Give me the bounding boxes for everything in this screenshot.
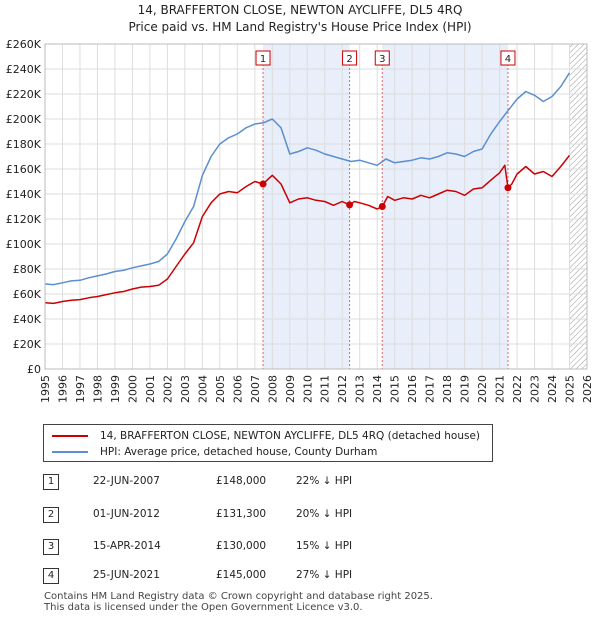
x-tick-label: 2014 [371,375,384,403]
sale-interval-shade [382,44,508,369]
sale-price: £145,000 [216,569,267,581]
x-tick-label: 2026 [581,375,594,403]
sale-row: 1 22-JUN-2007 £148,000 22% ↓ HPI [0,472,600,492]
y-tick-label: £40K [13,313,42,326]
plot-border [44,43,588,370]
footer-licence: This data is licensed under the Open Gov… [44,602,363,613]
x-tick-label: 2019 [459,375,472,403]
x-tick-label: 2004 [196,375,209,403]
future-hatch [569,44,587,369]
x-tick-label: 2002 [161,375,174,403]
sale-date: 22-JUN-2007 [93,475,160,487]
sale-label: 2 [346,54,352,65]
x-tick-label: 2008 [266,375,279,403]
sale-number-badge: 4 [43,568,59,584]
x-tick-label: 2025 [564,375,577,403]
y-tick-label: £240K [6,63,42,76]
x-tick-label: 2012 [336,375,349,403]
legend-swatch-hpi [52,451,88,453]
sale-number-badge: 1 [43,474,59,490]
sale-date: 15-APR-2014 [93,540,161,552]
x-tick-label: 2000 [126,375,139,403]
legend-item-hpi: HPI: Average price, detached house, Coun… [52,444,377,460]
sale-row: 3 15-APR-2014 £130,000 15% ↓ HPI [0,537,600,557]
sale-row: 2 01-JUN-2012 £131,300 20% ↓ HPI [0,505,600,525]
x-tick-label: 2003 [179,375,192,403]
y-tick-label: £20K [13,338,42,351]
sale-label: 4 [505,54,511,65]
sale-label-box [255,50,271,66]
sale-label-box [342,50,358,66]
sale-price: £130,000 [216,540,267,552]
sale-date: 25-JUN-2021 [93,569,160,581]
legend-item-property: 14, BRAFFERTON CLOSE, NEWTON AYCLIFFE, D… [52,428,480,444]
footer-copyright: Contains HM Land Registry data © Crown c… [44,591,433,602]
legend-swatch-property [52,435,88,437]
sale-hpi-diff: 22% ↓ HPI [296,475,353,487]
x-tick-label: 2001 [144,375,157,403]
footer: Contains HM Land Registry data © Crown c… [44,591,433,613]
sale-interval-shade [263,44,350,369]
sale-hpi-diff: 27% ↓ HPI [296,569,353,581]
y-tick-label: £0 [27,363,41,376]
sale-price: £148,000 [216,475,267,487]
sale-point [346,201,354,209]
chart-title: 14, BRAFFERTON CLOSE, NEWTON AYCLIFFE, D… [138,3,463,17]
x-tick-label: 1996 [56,375,69,403]
x-tick-label: 2005 [214,375,227,403]
sale-row: 4 25-JUN-2021 £145,000 27% ↓ HPI [0,566,600,586]
y-tick-label: £60K [13,288,42,301]
sale-point [259,180,267,188]
x-tick-label: 2007 [249,375,262,403]
sale-hpi-diff: 15% ↓ HPI [296,540,353,552]
x-tick-label: 2009 [284,375,297,403]
x-tick-label: 2023 [529,375,542,403]
x-tick-label: 2017 [424,375,437,403]
sale-hpi-diff: 20% ↓ HPI [296,508,353,520]
x-tick-label: 2022 [511,375,524,403]
sale-label-box [374,50,390,66]
legend: 14, BRAFFERTON CLOSE, NEWTON AYCLIFFE, D… [43,424,493,462]
legend-label-hpi: HPI: Average price, detached house, Coun… [100,446,378,458]
x-tick-label: 1995 [39,375,52,403]
y-tick-label: £200K [6,113,42,126]
x-tick-label: 2006 [231,375,244,403]
x-tick-label: 1998 [91,375,104,403]
x-tick-label: 2021 [494,375,507,403]
x-tick-label: 2013 [354,375,367,403]
y-tick-label: £160K [6,163,42,176]
hpi-line [44,72,571,286]
sale-point [378,203,386,210]
y-tick-label: £180K [6,138,42,151]
x-tick-label: 2018 [441,375,454,403]
x-tick-label: 2015 [389,375,402,403]
legend-label-property: 14, BRAFFERTON CLOSE, NEWTON AYCLIFFE, D… [100,430,481,442]
sale-number-badge: 2 [43,507,59,523]
sale-label-box [500,50,516,66]
x-tick-label: 1999 [109,375,122,403]
sale-date: 01-JUN-2012 [93,508,160,520]
y-tick-label: £100K [6,238,42,251]
x-tick-label: 2020 [476,375,489,403]
x-tick-label: 2016 [406,375,419,403]
sale-label: 3 [379,54,385,65]
x-tick-label: 1997 [74,375,87,403]
y-tick-label: £120K [6,213,42,226]
sale-price: £131,300 [216,508,267,520]
y-tick-label: £140K [6,188,42,201]
y-tick-label: £220K [6,88,42,101]
sale-number-badge: 3 [43,539,59,555]
x-tick-label: 2024 [546,375,559,403]
x-tick-label: 2011 [319,375,332,403]
y-tick-label: £80K [13,263,42,276]
price-chart: 14, BRAFFERTON CLOSE, NEWTON AYCLIFFE, D… [6,3,594,403]
x-tick-label: 2010 [301,375,314,403]
sale-label: 1 [260,54,266,65]
y-tick-label: £260K [6,38,42,51]
chart-subtitle: Price paid vs. HM Land Registry's House … [128,20,471,34]
sale-point [504,184,512,192]
property-price-line [44,154,571,305]
